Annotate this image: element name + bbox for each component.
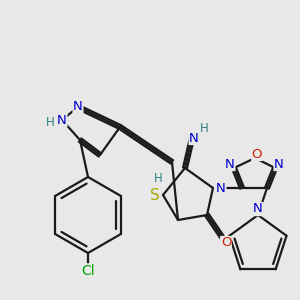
Text: S: S	[150, 188, 160, 202]
Text: O: O	[252, 148, 262, 160]
Text: N: N	[225, 158, 235, 170]
Text: N: N	[57, 113, 67, 127]
Text: O: O	[221, 236, 231, 250]
Text: Cl: Cl	[81, 264, 95, 278]
Text: H: H	[154, 172, 162, 184]
Text: N: N	[274, 158, 284, 170]
Text: H: H	[200, 122, 208, 134]
Text: H: H	[46, 116, 54, 130]
Text: N: N	[73, 100, 83, 113]
Text: N: N	[253, 202, 263, 215]
Text: N: N	[189, 131, 199, 145]
Text: N: N	[216, 182, 226, 194]
